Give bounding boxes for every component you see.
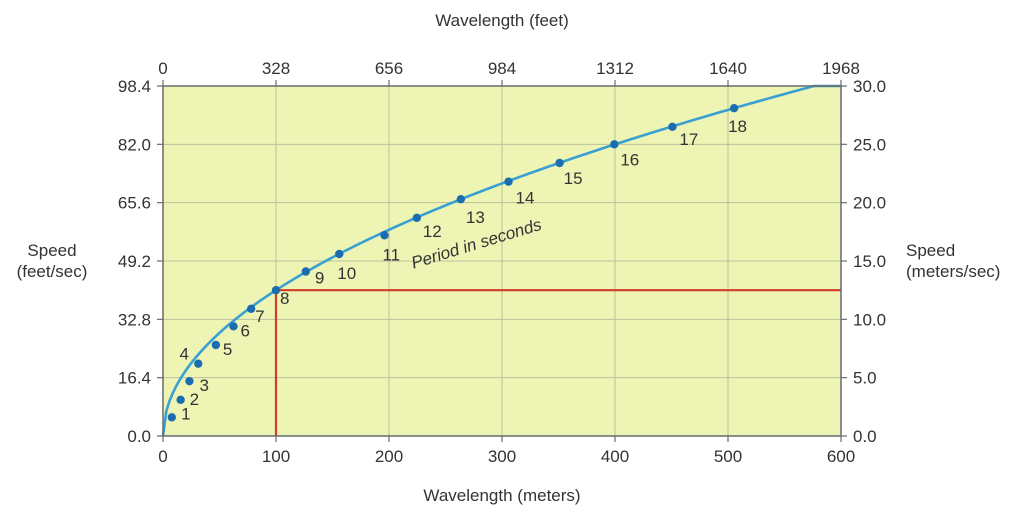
top-tick-label: 0 xyxy=(158,59,167,78)
data-point xyxy=(271,285,281,295)
period-label: 18 xyxy=(728,117,747,136)
data-point xyxy=(194,359,203,368)
left-axis-title-line2: (feet/sec) xyxy=(17,262,88,281)
period-label: 2 xyxy=(190,390,199,409)
left-tick-label: 49.2 xyxy=(118,252,151,271)
left-tick-label: 0.0 xyxy=(127,427,151,446)
period-label: 10 xyxy=(337,264,356,283)
x-tick-label: 400 xyxy=(601,447,629,466)
period-label: 7 xyxy=(255,307,264,326)
x-axis-title: Wavelength (meters) xyxy=(423,486,580,505)
period-label: 12 xyxy=(423,222,442,241)
period-label: 15 xyxy=(564,169,583,188)
left-tick-label: 16.4 xyxy=(118,369,151,388)
x-tick-label: 0 xyxy=(158,447,167,466)
data-point xyxy=(211,340,221,350)
right-tick-label: 25.0 xyxy=(853,135,886,154)
reference-lines xyxy=(274,289,841,436)
right-axis-title-line1: Speed xyxy=(906,241,955,260)
period-label: 4 xyxy=(180,345,189,364)
right-tick-label: 30.0 xyxy=(853,77,886,96)
right-tick-label: 0.0 xyxy=(853,427,877,446)
top-tick-label: 984 xyxy=(488,59,516,78)
data-point xyxy=(729,103,739,113)
top-tick-label: 1968 xyxy=(822,59,860,78)
top-tick-label: 656 xyxy=(375,59,403,78)
x-tick-label: 100 xyxy=(262,447,290,466)
data-point xyxy=(335,249,344,259)
x-tick-label: 500 xyxy=(714,447,742,466)
left-axis-title-line1: Speed xyxy=(27,241,76,260)
x-tick-label: 300 xyxy=(488,447,516,466)
period-label: 6 xyxy=(241,321,250,340)
period-label: 14 xyxy=(516,189,535,208)
left-tick-label: 98.4 xyxy=(118,77,151,96)
x-axis-ticks: 0 100 200 300 400 500 600 xyxy=(158,436,855,466)
right-axis-title-line2: (meters/sec) xyxy=(906,262,1000,281)
data-point xyxy=(610,140,619,149)
data-points xyxy=(167,103,739,422)
period-label: 16 xyxy=(620,150,639,169)
period-label: 13 xyxy=(466,208,485,227)
top-tick-label: 1640 xyxy=(709,59,747,78)
data-point xyxy=(176,395,185,405)
left-tick-label: 65.6 xyxy=(118,194,151,213)
data-point xyxy=(504,177,513,186)
left-axis-ticks: 0.0 16.4 32.8 49.2 65.6 82.0 98.4 xyxy=(118,77,163,446)
right-axis-ticks: 0.0 5.0 10.0 15.0 20.0 25.0 30.0 xyxy=(841,77,886,446)
data-point xyxy=(246,304,256,314)
data-point xyxy=(668,122,677,132)
period-label: 9 xyxy=(315,269,324,288)
top-tick-label: 328 xyxy=(262,59,290,78)
top-axis-title: Wavelength (feet) xyxy=(435,11,569,30)
right-tick-label: 20.0 xyxy=(853,194,886,213)
period-label: 1 xyxy=(181,404,190,423)
left-tick-label: 82.0 xyxy=(118,135,151,154)
period-label: 3 xyxy=(199,376,208,395)
x-tick-label: 200 xyxy=(375,447,403,466)
period-label: 5 xyxy=(223,340,232,359)
data-point xyxy=(555,158,564,168)
period-label: 11 xyxy=(382,245,400,264)
right-tick-label: 10.0 xyxy=(853,310,886,329)
period-label: 8 xyxy=(280,289,289,308)
top-tick-label: 1312 xyxy=(596,59,634,78)
x-tick-label: 600 xyxy=(827,447,855,466)
grid-lines xyxy=(163,86,841,436)
data-point xyxy=(456,194,466,204)
right-tick-label: 15.0 xyxy=(853,252,886,271)
data-point xyxy=(229,322,238,331)
right-tick-label: 5.0 xyxy=(853,369,877,388)
data-point xyxy=(301,267,311,276)
data-point xyxy=(185,376,194,386)
left-tick-label: 32.8 xyxy=(118,310,151,329)
data-point xyxy=(380,231,389,240)
data-point xyxy=(167,413,177,422)
data-point xyxy=(412,213,421,223)
top-axis-ticks: 0 328 656 984 1312 1640 1968 xyxy=(158,59,860,86)
period-label: 17 xyxy=(679,130,698,149)
